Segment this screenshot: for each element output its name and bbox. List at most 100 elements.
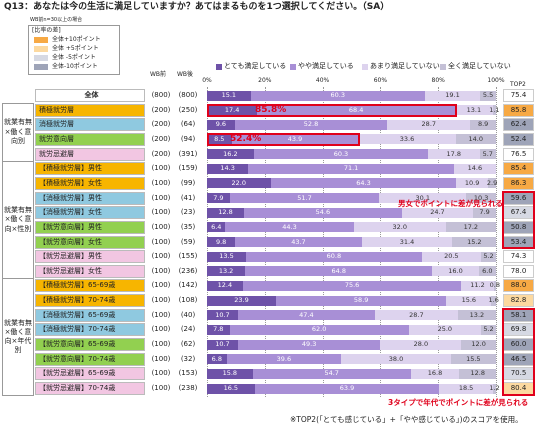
legend-swatch xyxy=(34,46,48,52)
legend-label: あまり満足していない xyxy=(370,62,440,70)
row-label: 【就労意向層】男性 xyxy=(35,220,145,234)
value-label: 32.0 xyxy=(392,222,407,231)
value-label: 22.0 xyxy=(231,178,247,187)
bar-segment xyxy=(257,105,455,116)
value-label: 68.4 xyxy=(348,105,364,114)
bar-segment xyxy=(207,280,243,291)
bar-segment xyxy=(207,251,246,262)
top2-cell: 74.3 xyxy=(503,250,534,264)
n-after: (62) xyxy=(180,340,196,349)
row-label: 【積極就労層】女性 xyxy=(35,176,145,190)
bar-segment xyxy=(276,295,447,306)
value-label: 30.1 xyxy=(415,193,430,202)
bar-segment xyxy=(229,324,409,335)
bar-segment xyxy=(453,163,496,174)
row-label: 【積極就労層】70-74歳 xyxy=(35,294,145,308)
bar-segment xyxy=(446,222,496,233)
highlight-box xyxy=(502,307,535,396)
column-header: WB前 xyxy=(150,71,167,78)
n-after: (32) xyxy=(180,354,196,363)
bar-segment xyxy=(237,310,375,321)
group-label: 就業有無×働く意向×性別 xyxy=(2,161,34,279)
bar-segment xyxy=(252,368,411,379)
legend-label: 全体 -5ポイント xyxy=(52,54,96,61)
row-label: 【就労意向層】女性 xyxy=(35,235,145,249)
value-label: 14.6 xyxy=(467,164,483,173)
legend-label: とても満足している xyxy=(224,62,287,70)
bar-segment xyxy=(253,149,429,160)
value-label: 6.8 xyxy=(211,354,222,363)
value-label: 5.2 xyxy=(483,252,494,261)
bar-segment xyxy=(452,237,497,247)
value-label: 11.2 xyxy=(470,281,485,290)
n-before: (100) xyxy=(151,193,171,202)
bar-segment xyxy=(480,324,496,335)
bar-segment xyxy=(358,134,456,145)
value-label: 31.4 xyxy=(399,237,415,246)
value-label: 38.0 xyxy=(388,354,404,363)
value-label: 62.0 xyxy=(311,325,327,334)
bar-segment xyxy=(408,324,481,335)
value-label: 5.5 xyxy=(482,91,494,99)
n-before: (100) xyxy=(151,296,171,305)
value-label: 2.9 xyxy=(486,178,498,187)
bar-segment xyxy=(207,149,254,160)
bar-segment xyxy=(237,339,381,350)
value-label: 8.5 xyxy=(214,134,225,143)
value-label: 58.9 xyxy=(353,296,369,305)
value-label: 12.4 xyxy=(217,281,233,290)
bar-segment xyxy=(242,280,462,291)
value-label: 16.5 xyxy=(223,384,239,392)
bar-segment xyxy=(432,266,479,277)
n-before: (100) xyxy=(151,310,171,319)
value-label: 75.6 xyxy=(344,281,360,290)
n-before: (800) xyxy=(151,91,171,99)
value-label: 15.8 xyxy=(222,369,238,378)
bar-segment xyxy=(428,149,480,160)
value-label: 23.9 xyxy=(234,296,249,305)
n-after: (23) xyxy=(180,208,196,217)
value-label: 47.4 xyxy=(299,310,314,319)
bar-segment xyxy=(207,368,253,379)
value-label: 14.3 xyxy=(220,164,235,173)
row-label: 就労忌避層 xyxy=(35,147,145,161)
value-label: 60.8 xyxy=(326,252,342,261)
value-label: 71.1 xyxy=(343,164,359,173)
n-after: (41) xyxy=(180,193,196,202)
legend-swatch xyxy=(34,55,48,61)
n-before: (100) xyxy=(151,325,171,334)
value-label: 7.9 xyxy=(479,208,490,217)
n-after: (391) xyxy=(178,149,198,158)
value-label: 39.6 xyxy=(276,354,292,363)
bar-segment xyxy=(207,383,255,394)
bar-segment xyxy=(361,237,453,247)
value-label: 5.7 xyxy=(482,149,493,158)
bar-segment xyxy=(245,266,433,277)
value-label: 15.2 xyxy=(467,237,482,246)
row-label: 就労意向層 xyxy=(35,132,145,146)
bar-segment xyxy=(248,163,454,174)
top2-header: TOP2 xyxy=(510,81,526,88)
value-label: 16.0 xyxy=(448,266,463,275)
n-before: (100) xyxy=(151,354,171,363)
top2-cell: 86.3 xyxy=(503,176,534,190)
n-before: (100) xyxy=(151,237,171,246)
bar-segment xyxy=(461,280,494,291)
n-before: (100) xyxy=(151,178,171,187)
value-label: 7.8 xyxy=(213,325,224,334)
bar-segment xyxy=(492,105,496,116)
row-label: 全体 xyxy=(35,89,145,102)
legend-label: 全体-10ポイント xyxy=(52,63,98,70)
bar-segment xyxy=(480,251,496,262)
value-label: 16.2 xyxy=(223,149,238,158)
n-before: (200) xyxy=(151,120,171,129)
bar-segment xyxy=(207,105,258,116)
legend-marker xyxy=(440,64,446,70)
value-label: 13.1 xyxy=(466,105,482,114)
row-label: 【消極就労層】70-74歳 xyxy=(35,323,145,337)
row-label: 【消極就労層】男性 xyxy=(35,191,145,205)
top2-cell: 75.4 xyxy=(503,89,534,102)
value-label: 9.8 xyxy=(215,237,227,246)
value-label: 14.0 xyxy=(468,134,483,143)
grid-line xyxy=(496,87,497,397)
